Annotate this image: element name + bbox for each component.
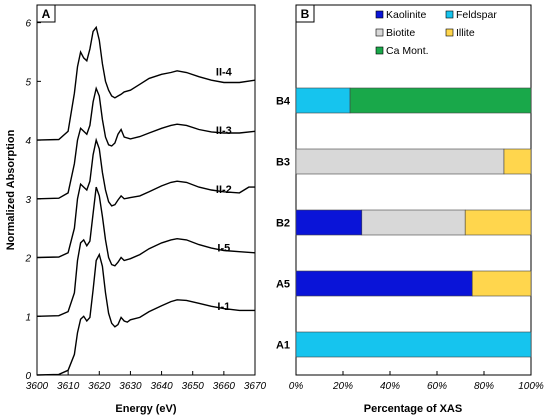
panel-b-composition: B Kaolinite Feldspar Biotite Illite Ca Mont.… — [276, 4, 544, 415]
legend-label-biotite: Biotite — [386, 27, 415, 39]
panel-a-label-box — [36, 4, 56, 23]
bar-b3-illite — [503, 148, 532, 175]
panel-a-x-axis-label: Energy (eV) — [115, 403, 176, 415]
legend-swatch-feldspar — [445, 10, 454, 19]
legend-swatch-biotite — [375, 28, 384, 37]
y-tick-label-6: 6 — [25, 19, 31, 30]
category-label-b2: B2 — [276, 218, 290, 230]
legend-label-feldspar: Feldspar — [456, 9, 497, 21]
spectrum-line-ii-3 — [36, 86, 256, 200]
panel-a-label: A — [42, 7, 51, 21]
legend-swatch-illite — [445, 28, 454, 37]
spectrum-label-i-1: I-1 — [217, 301, 230, 313]
b-x-tick-label-0: 0% — [289, 381, 304, 392]
bar-b3-biotite — [295, 148, 505, 175]
b-x-tick-label-40: 40% — [380, 381, 400, 392]
panel-b-bars — [295, 87, 532, 358]
y-tick-label-0: 0 — [25, 371, 31, 382]
category-label-a1: A1 — [276, 340, 290, 352]
bar-b2-biotite — [361, 209, 466, 236]
legend-label-illite: Illite — [456, 27, 475, 39]
spectrum-line-ii-2 — [36, 137, 255, 259]
panel-a-x-ticks: 3600 3610 3620 3630 3640 3650 3660 3670 — [26, 371, 267, 392]
y-tick-label-4: 4 — [25, 136, 31, 147]
category-label-a5: A5 — [276, 279, 290, 291]
bar-a5-illite — [471, 270, 532, 297]
bar-a5-kaolinite — [295, 270, 473, 297]
y-tick-label-1: 1 — [25, 312, 31, 323]
panel-b-x-axis-label: Percentage of XAS — [364, 403, 462, 415]
x-tick-label-3640: 3640 — [150, 381, 173, 392]
legend-swatch-kaolinite — [375, 10, 384, 19]
spectrum-line-i-5 — [36, 186, 256, 317]
spectrum-line-i-1 — [36, 252, 255, 376]
panel-b-label: B — [301, 7, 310, 21]
x-tick-label-3650: 3650 — [182, 381, 205, 392]
category-label-b4: B4 — [276, 96, 291, 108]
b-x-tick-label-60: 60% — [427, 381, 447, 392]
spectrum-label-ii-2: II-2 — [216, 184, 232, 196]
legend-label-kaolinite: Kaolinite — [386, 9, 426, 21]
panel-b-label-box — [295, 4, 315, 23]
legend-swatch-ca-mont — [375, 46, 384, 55]
spectrum-line-ii-4 — [36, 25, 256, 141]
b-x-tick-label-20: 20% — [332, 381, 353, 392]
panel-a-y-ticks: 0 1 2 3 4 5 6 — [24, 19, 41, 382]
x-tick-label-3610: 3610 — [57, 381, 80, 392]
y-tick-label-2: 2 — [24, 254, 31, 265]
bar-b2-kaolinite — [295, 209, 363, 236]
x-tick-label-3620: 3620 — [88, 381, 111, 392]
y-tick-label-5: 5 — [25, 77, 31, 88]
x-tick-label-3660: 3660 — [213, 381, 236, 392]
spectrum-label-ii-4: II-4 — [216, 66, 233, 78]
spectrum-label-ii-3: II-3 — [216, 125, 232, 137]
bar-a1-feldspar — [295, 331, 532, 358]
bar-b4-feldspar — [295, 87, 351, 114]
category-label-b3: B3 — [276, 157, 290, 169]
x-tick-label-3670: 3670 — [244, 381, 267, 392]
panel-b-category-labels: B4 B3 B2 A5 A1 — [276, 96, 291, 352]
bar-b2-illite — [464, 209, 532, 236]
x-tick-label-3600: 3600 — [26, 381, 49, 392]
panel-a-xas-spectra: A I-1I-5II-2II-3II-4 3600 3610 3620 3630 364… — [5, 4, 267, 415]
y-tick-label-3: 3 — [25, 195, 31, 206]
spectrum-label-i-5: I-5 — [217, 243, 230, 255]
panel-a-series-layer: I-1 I-5 II-2 II-3 II-4 — [36, 25, 256, 376]
bar-b4-ca-mont — [349, 87, 532, 114]
b-x-tick-label-100: 100% — [518, 381, 544, 392]
panel-b-plot-frame — [295, 4, 532, 376]
x-tick-label-3630: 3630 — [119, 381, 142, 392]
b-x-tick-label-80: 80% — [474, 381, 494, 392]
panel-a-y-axis-label: Normalized Absorption — [5, 129, 17, 250]
legend-label-ca-mont: Ca Mont. — [386, 45, 429, 57]
panel-b-legend: Kaolinite Feldspar Biotite Illite Ca Mont. — [375, 9, 497, 57]
panel-b-x-ticks: 0% 20% 40% 60% 80% 100% — [289, 371, 544, 392]
